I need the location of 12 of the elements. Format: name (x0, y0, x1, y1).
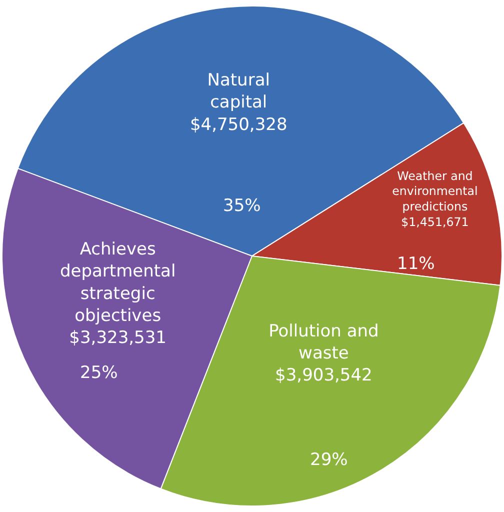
data-label: $1,451,671 (401, 214, 469, 229)
data-label: $3,323,531 (69, 328, 166, 348)
text: 29% (310, 450, 348, 470)
data-label: $3,903,542 (275, 366, 372, 386)
slice-label: Weather and environmental predictions (392, 168, 478, 214)
slice-label: Pollution and waste (268, 322, 379, 364)
text: 35% (223, 196, 261, 216)
data-label: $4,750,328 (190, 114, 288, 135)
text: 25% (80, 363, 118, 383)
text: 11% (397, 254, 435, 274)
slice-label: Achieves departmental strategic objectives (60, 240, 176, 326)
slice-label: Natural capital (207, 70, 270, 113)
